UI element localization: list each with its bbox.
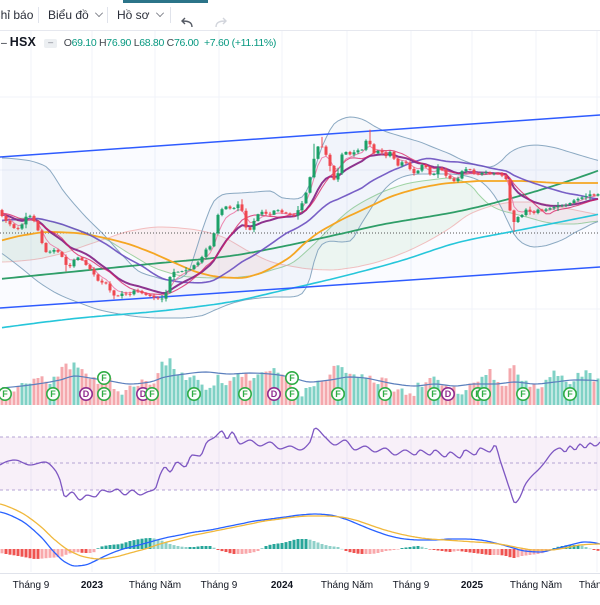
svg-text:F: F [431, 389, 437, 399]
svg-text:F: F [335, 389, 341, 399]
svg-text:F: F [191, 389, 197, 399]
svg-text:D: D [271, 389, 278, 399]
svg-text:D: D [83, 389, 90, 399]
svg-text:F: F [149, 389, 155, 399]
svg-text:D: D [140, 389, 147, 399]
svg-text:F: F [50, 389, 56, 399]
svg-text:F: F [481, 389, 487, 399]
svg-text:F: F [289, 389, 295, 399]
svg-text:F: F [101, 389, 107, 399]
svg-text:F: F [567, 389, 573, 399]
svg-text:F: F [382, 389, 388, 399]
svg-text:F: F [520, 389, 526, 399]
svg-text:F: F [101, 373, 107, 383]
svg-text:D: D [445, 389, 452, 399]
svg-text:F: F [242, 389, 248, 399]
svg-text:F: F [289, 373, 295, 383]
svg-text:F: F [2, 389, 8, 399]
